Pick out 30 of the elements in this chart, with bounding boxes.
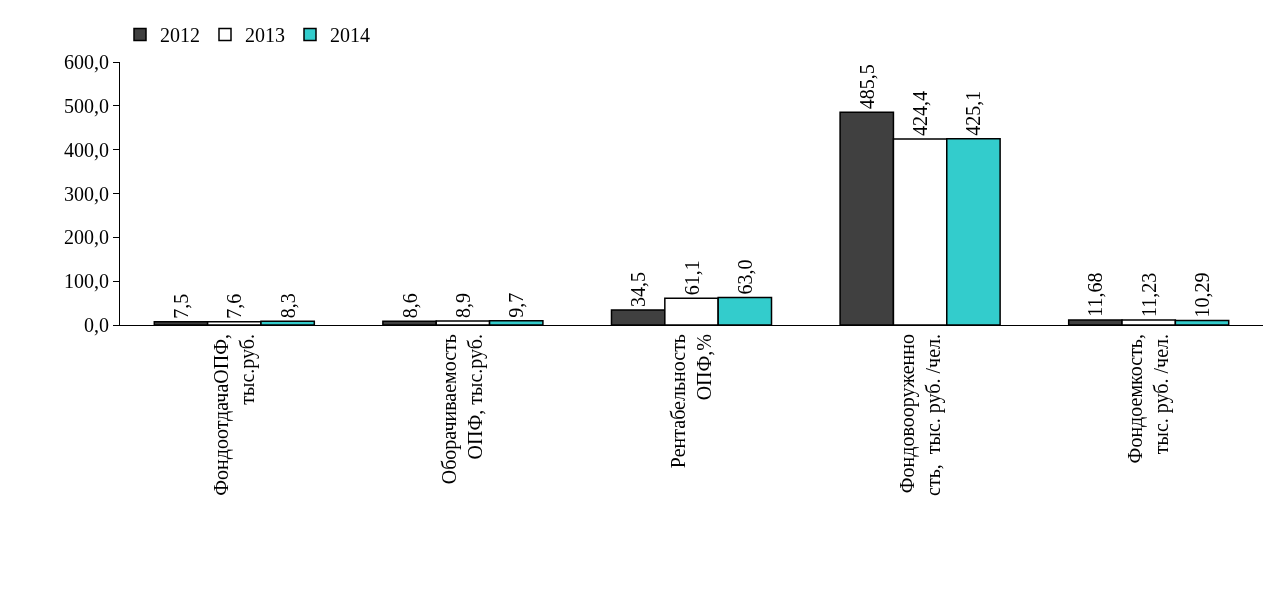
- data-label: 485,5: [855, 64, 878, 110]
- data-label: 10,29: [1191, 272, 1214, 318]
- data-label: 11,23: [1137, 272, 1160, 318]
- data-label: 9,7: [505, 292, 528, 318]
- x-tick-label: Оборачиваемость ОПФ, тыс.руб.: [438, 334, 488, 485]
- y-tick-label: 100,0: [64, 270, 109, 293]
- data-label: 425,1: [962, 90, 985, 136]
- data-label: 8,3: [276, 293, 299, 319]
- data-label: 8,9: [451, 293, 474, 319]
- x-tick-label: Рентабельность ОПФ,%: [667, 334, 715, 469]
- y-tick-label: 200,0: [64, 226, 109, 249]
- legend-label: 2013: [245, 24, 285, 47]
- x-tick-label: ФондоотдачаОПФ, тыс.руб.: [209, 334, 259, 496]
- y-tick-label: 0,0: [84, 314, 109, 336]
- data-label: 63,0: [733, 259, 756, 295]
- data-label: 424,4: [909, 90, 932, 136]
- x-tick-label: Фондоемкость, тыс. руб. /чел.: [1124, 334, 1174, 464]
- legend-label: 2014: [330, 24, 370, 47]
- legend-label: 2012: [160, 24, 200, 47]
- y-tick-label: 400,0: [64, 138, 109, 161]
- x-tick-label: Фондовооруженно сть, тыс. руб. /чел.: [895, 334, 945, 496]
- data-label: 61,1: [680, 260, 703, 296]
- data-label: 8,6: [398, 293, 421, 319]
- y-tick-label: 600,0: [64, 51, 109, 73]
- y-tick-label: 500,0: [64, 94, 109, 117]
- data-label: 34,5: [627, 271, 650, 307]
- y-tick-label: 300,0: [64, 182, 109, 205]
- data-label: 11,68: [1084, 272, 1107, 317]
- data-label: 7,6: [223, 293, 246, 319]
- data-label: 7,5: [169, 293, 192, 319]
